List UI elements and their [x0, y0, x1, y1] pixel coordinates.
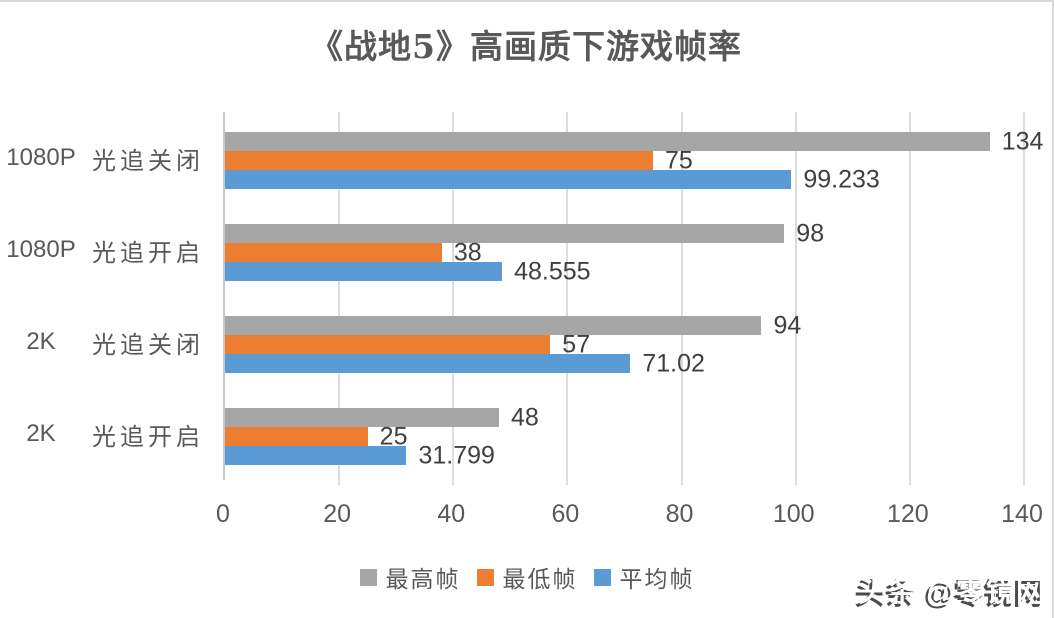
legend-marker-icon [359, 568, 377, 586]
legend-label: 最高帧 [385, 566, 461, 592]
category-resolution: 2K [26, 420, 56, 447]
legend-item: 最高帧 [359, 560, 461, 594]
bar-value-label: 31.799 [418, 441, 495, 470]
bar-segment [225, 150, 654, 170]
bar-segment [225, 242, 442, 262]
bar-segment [225, 315, 762, 335]
category-label: 1080P 光追开启 [0, 204, 216, 296]
category-label: 2K 光追开启 [0, 388, 216, 480]
bar-segment [225, 426, 368, 446]
legend-item: 平均帧 [593, 560, 695, 594]
gridline [908, 112, 911, 485]
x-tick-label: 100 [772, 500, 815, 528]
y-axis-category-labels: 1080P 光追关闭 1080P 光追开启 2K 光追关闭 2K 光追开启 [0, 112, 216, 480]
bar-segment [225, 131, 990, 151]
x-tick-label: 140 [1001, 500, 1043, 528]
bar-value-label: 75 [665, 146, 693, 175]
legend-item: 最低帧 [476, 560, 578, 594]
gridline [680, 112, 683, 485]
chart-title: 《战地5》高画质下游戏帧率 [310, 27, 742, 66]
bar-segment [225, 223, 785, 243]
bar-value-label: 134 [1001, 127, 1044, 156]
bar-value-label: 48 [510, 403, 539, 432]
bar-segment [225, 445, 407, 465]
bar-value-label: 98 [796, 219, 825, 248]
gridline [338, 112, 341, 485]
bar-value-label: 38 [453, 238, 482, 267]
x-tick-label: 80 [665, 500, 694, 528]
legend-marker-icon [476, 568, 494, 586]
chart-legend: 最高帧 最低帧 平均帧 [0, 560, 1052, 594]
category-resolution: 1080P [6, 236, 76, 263]
category-label: 2K 光追关闭 [0, 296, 216, 388]
x-tick-label: 40 [437, 500, 466, 528]
gridline [452, 112, 455, 485]
bar-segment [225, 334, 551, 354]
category-mode: 光追开启 [92, 239, 204, 267]
x-tick-label: 20 [323, 500, 352, 528]
legend-label: 最低帧 [502, 566, 578, 592]
gridline [794, 112, 797, 485]
x-tick-label: 60 [551, 500, 580, 528]
x-tick-label: 120 [886, 500, 929, 528]
x-axis-tick-labels: 0 20 40 60 80 100 120 140 [0, 502, 1052, 532]
gridline [566, 112, 569, 485]
category-label: 1080P 光追关闭 [0, 112, 216, 204]
bar-value-label: 94 [773, 311, 802, 340]
bar-value-label: 57 [562, 330, 591, 359]
legend-label: 平均帧 [619, 566, 695, 592]
bar-value-label: 71.02 [642, 349, 705, 378]
bar-value-label: 25 [379, 422, 408, 451]
bar-segment [225, 353, 631, 373]
plot-area: 134 75 99.233 98 38 48.555 94 57 71.02 48 25 31.799 [223, 112, 1043, 485]
bar-segment [225, 407, 499, 427]
watermark: 头条 @零镜网 [857, 576, 1046, 608]
legend-marker-icon [593, 568, 611, 586]
category-mode: 光追关闭 [92, 331, 204, 359]
bar-segment [225, 169, 792, 189]
category-resolution: 2K [26, 328, 56, 355]
category-resolution: 1080P [6, 144, 76, 171]
bar-value-label: 99.233 [803, 165, 880, 194]
category-mode: 光追开启 [92, 423, 204, 451]
gridline [1023, 112, 1025, 485]
category-mode: 光追关闭 [92, 147, 204, 175]
bar-segment [225, 261, 503, 281]
bar-value-label: 48.555 [514, 257, 591, 286]
x-tick-label: 0 [216, 500, 230, 528]
